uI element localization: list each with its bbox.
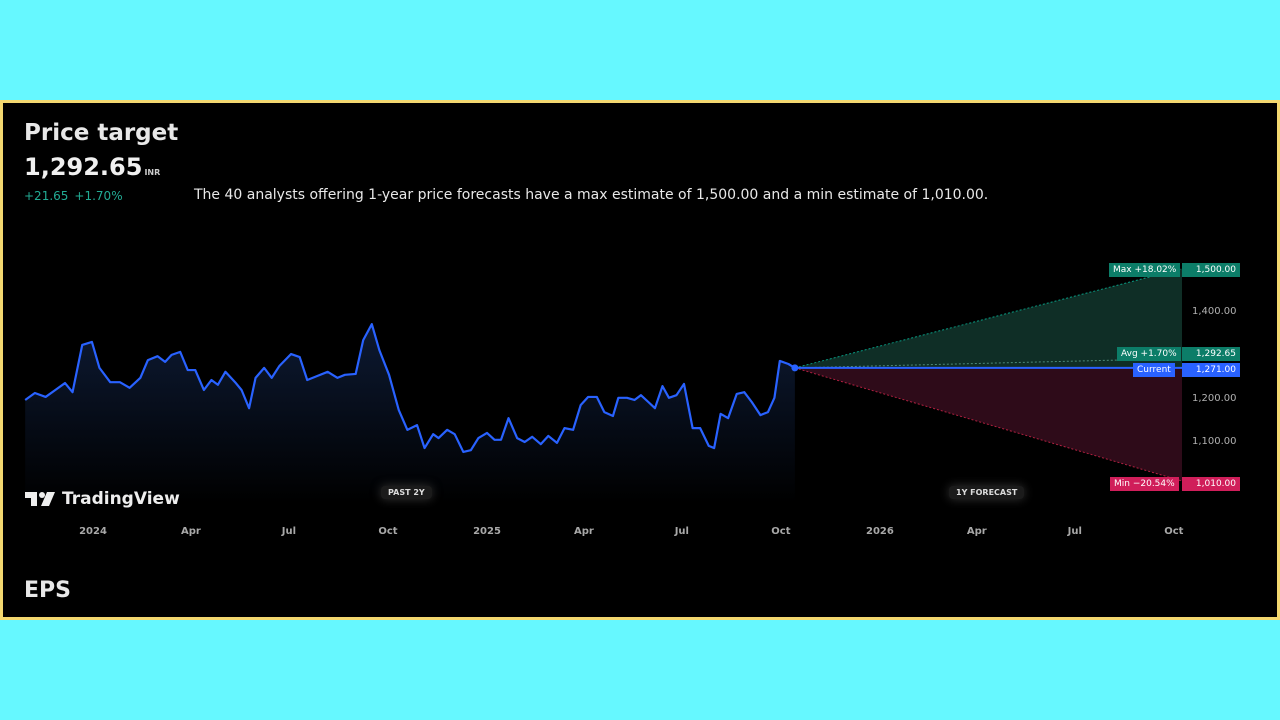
tradingview-icon: [25, 492, 55, 506]
price-line: [24, 323, 796, 454]
x-tick: Jul: [674, 526, 689, 537]
x-tick: Apr: [573, 526, 594, 537]
forecast-upside-area: [794, 268, 1182, 368]
x-tick: Apr: [966, 526, 987, 537]
max-label: Max +18.02%: [1109, 263, 1181, 277]
forecast-min-line: [794, 367, 1183, 482]
x-tick: Apr: [181, 526, 201, 537]
forecast-description: The 40 analysts offering 1-year price fo…: [194, 187, 989, 203]
x-tick: 2026: [866, 526, 894, 537]
y-tick: 1,200.00: [1192, 393, 1237, 404]
current-value: 1,271.00: [1182, 363, 1240, 377]
x-tick: Oct: [771, 526, 791, 537]
price-chart: [24, 268, 1183, 503]
x-tick: 2025: [473, 526, 501, 537]
tradingview-logo[interactable]: TradingView: [25, 489, 180, 509]
change-pct: +1.70%: [74, 189, 123, 203]
price-change: +21.65 +1.70%: [24, 189, 129, 203]
past-2y-label: PAST 2Y: [381, 486, 432, 499]
eps-section-title: EPS: [24, 578, 71, 603]
min-value: 1,010.00: [1182, 477, 1240, 491]
y-tick: 1,400.00: [1192, 306, 1237, 317]
current-price-point: [791, 364, 799, 372]
max-value: 1,500.00: [1182, 263, 1240, 277]
x-tick: Oct: [1164, 526, 1184, 537]
x-tick: Jul: [1067, 526, 1082, 537]
currency: INR: [144, 168, 161, 177]
section-title: Price target: [24, 120, 179, 146]
avg-value: 1,292.65: [1182, 347, 1240, 361]
x-tick: 2024: [79, 526, 107, 537]
current-label: Current: [1133, 363, 1175, 377]
change-abs: +21.65: [24, 189, 69, 203]
min-label: Min −20.54%: [1110, 477, 1179, 491]
x-tick: Jul: [281, 526, 297, 537]
avg-label: Avg +1.70%: [1117, 347, 1181, 361]
y-tick: 1,100.00: [1192, 436, 1237, 447]
target-price: 1,292.65 INR: [24, 153, 160, 181]
x-tick: Oct: [378, 526, 398, 537]
forecast-avg-line: [794, 358, 1183, 369]
target-price-value: 1,292.65: [24, 153, 143, 181]
logo-text: TradingView: [62, 489, 180, 509]
price-area: [25, 324, 795, 503]
forecast-label: 1Y FORECAST: [949, 486, 1025, 499]
forecast-max-line: [794, 268, 1183, 369]
price-target-card: Price target 1,292.65 INR +21.65 +1.70% Th…: [0, 100, 1280, 620]
